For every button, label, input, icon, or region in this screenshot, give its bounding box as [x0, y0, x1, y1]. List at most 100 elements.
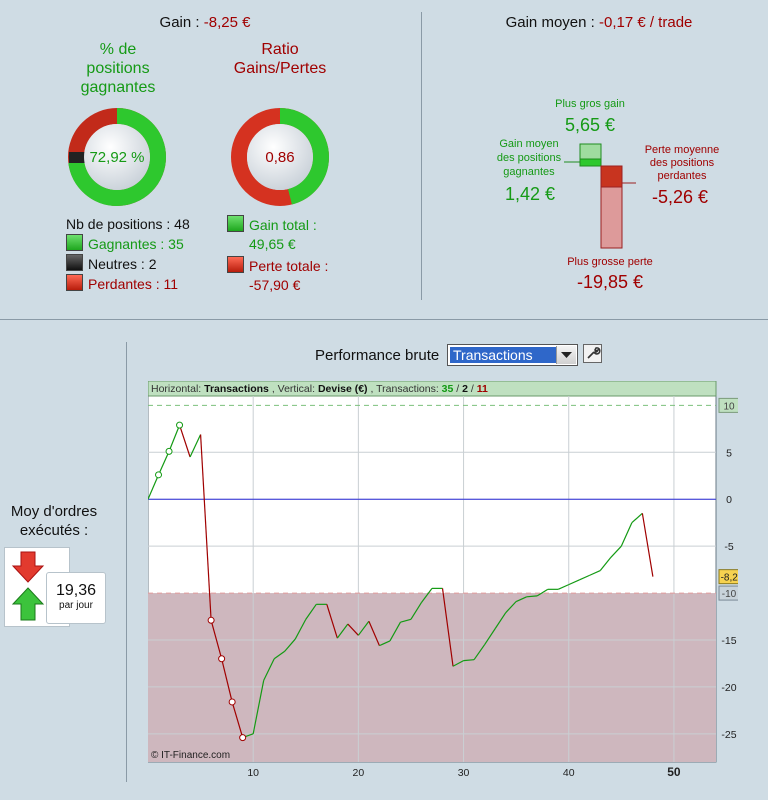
loss-marker [239, 734, 247, 742]
gain-moyen-title: Gain moyen : -0,17 € / trade [430, 14, 768, 31]
pct-title-line3: gagnantes [80, 79, 156, 96]
win-segment [294, 619, 307, 640]
gagnantes-label: Gagnantes : 35 [88, 236, 184, 252]
ordres-value-card: 19,36 par jour [46, 572, 106, 624]
pct-winning-donut: 72,92 % [68, 108, 166, 206]
lower-band-label: -10 [722, 589, 737, 600]
performance-series [148, 424, 654, 739]
loss-zone [148, 593, 716, 762]
x-tick-label: 20 [353, 767, 365, 779]
ordres-unit: par jour [59, 600, 93, 611]
loss-segment [326, 604, 338, 639]
up-arrow-icon [11, 587, 45, 621]
win-segment [421, 588, 433, 603]
win-marker [155, 471, 163, 479]
nb-positions: Nb de positions : 48 [66, 216, 190, 232]
win-segment [494, 612, 507, 630]
win-segment [157, 451, 170, 476]
win-marker [176, 421, 184, 429]
win-segment [189, 434, 202, 458]
win-segment [273, 650, 286, 660]
win-marker [165, 447, 173, 455]
section-divider [0, 319, 768, 320]
pmp-line1: Perte moyenne [644, 144, 720, 156]
gain-moyen-label: Gain moyen : [505, 14, 595, 31]
last-value-box [718, 569, 738, 585]
win-segment [148, 474, 160, 500]
win-segment [284, 638, 296, 652]
y-tick-label: -15 [721, 635, 736, 647]
settings-button[interactable] [583, 344, 602, 363]
win-segment [484, 628, 496, 646]
y-tick-label: -5 [724, 541, 733, 553]
y-tick-label: -20 [721, 682, 736, 694]
top-divider-vertical [421, 12, 422, 300]
ordres-value: 19,36 [55, 582, 97, 599]
pct-winning-title: % de positions gagnantes [58, 40, 178, 97]
gain-moyen-value: -0,17 € / trade [598, 14, 693, 31]
ordres-line1: Moy d'ordres [10, 503, 98, 520]
perte-moyenne-bar [600, 165, 623, 188]
down-arrow-icon [11, 551, 45, 583]
stat-neutres: Neutres : 2 [66, 254, 190, 274]
win-segment [400, 618, 412, 623]
plus-grosse-perte-label: Plus grosse perte [567, 256, 653, 268]
horizontal-axis-select[interactable]: Transactions [447, 344, 578, 366]
gain-total: Gain total : [227, 215, 328, 235]
ordres-line2: exécutés : [19, 522, 89, 539]
win-segment [252, 680, 265, 734]
win-segment [357, 620, 370, 636]
win-segment [589, 570, 601, 576]
loss-segment [178, 424, 191, 458]
gain-total-value: 49,65 € [249, 236, 296, 252]
donut1-center [84, 124, 150, 190]
chart-header-text: Horizontal: Transactions , Vertical: Dev… [151, 383, 488, 395]
loss-segment [221, 658, 233, 703]
pmp-line3: perdantes [657, 170, 707, 182]
black-swatch-icon [66, 254, 83, 271]
perte-totale: Perte totale : [227, 256, 328, 276]
gain-label: Gain : [159, 14, 200, 31]
bottom-divider-vertical [126, 342, 127, 782]
green-swatch-icon [66, 234, 83, 251]
grid [148, 396, 716, 762]
gain-total-label: Gain total : [249, 217, 317, 233]
chart-header-bar [148, 381, 717, 397]
select-value: Transactions [450, 347, 559, 363]
loss-segment [441, 588, 454, 667]
y-tick-label: 0 [726, 494, 732, 506]
lower-band-label-box [718, 585, 738, 601]
gmg-line2: des positions [496, 152, 562, 164]
red-swatch-icon [66, 274, 83, 291]
win-segment [410, 602, 422, 620]
gain-perte-bars [564, 143, 636, 249]
win-segment [168, 424, 181, 452]
y-ticks: 5 0 -5 -15 -20 -25 [721, 447, 736, 741]
plus-gros-gain-label: Plus gros gain [555, 98, 625, 110]
band-labels: 10 -10 -8,25 [718, 397, 738, 601]
win-segment [379, 640, 391, 647]
loss-marker [207, 616, 215, 624]
upper-band-label: 10 [723, 401, 735, 412]
donut1-win-arc [68, 108, 166, 206]
ratio-value: 0,86 [265, 149, 294, 166]
select-arrow[interactable] [556, 346, 576, 364]
y-tick-label: -25 [721, 729, 736, 741]
x-tick-label: 30 [458, 767, 470, 779]
gain-summary: Gain : -8,25 € [0, 14, 410, 31]
x-tick-label: 50 [667, 765, 681, 779]
gain-moyen-gagnantes-value: 1,42 € [504, 184, 556, 204]
win-segment [631, 512, 643, 524]
gain-value: -8,25 € [203, 14, 251, 31]
ordres-label: Moy d'ordres exécutés : [0, 502, 108, 540]
gain-moyen-gagnantes-label: Gain moyen des positions gagnantes [480, 137, 578, 179]
donut2-win-arc [231, 108, 329, 206]
loss-segment [641, 513, 654, 577]
last-value-label: -8,25 [721, 573, 738, 584]
loss-segment [231, 701, 244, 738]
perte-totale-label: Perte totale : [249, 258, 329, 274]
win-segment [305, 603, 317, 620]
loss-segment [199, 434, 212, 621]
loss-segment [347, 623, 359, 636]
